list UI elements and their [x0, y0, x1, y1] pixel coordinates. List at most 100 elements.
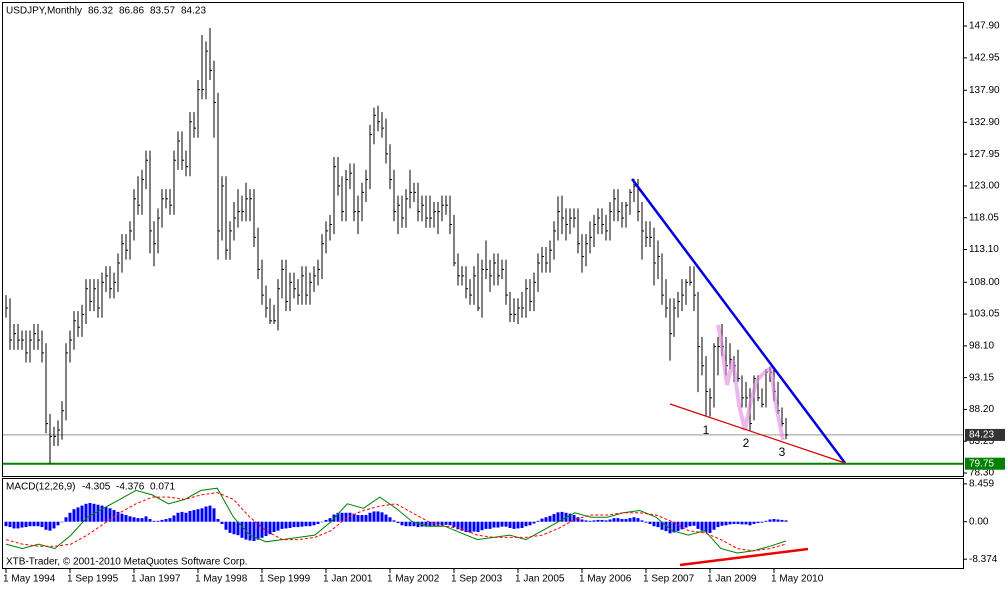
histogram-bar [144, 516, 148, 522]
histogram-bar [468, 521, 472, 533]
x-tick-label: 1 May 2006 [579, 574, 632, 585]
histogram-bar [172, 515, 176, 522]
histogram-bar [776, 519, 780, 522]
histogram-bar [80, 505, 84, 522]
histogram-bar [216, 519, 220, 522]
histogram-bar [700, 521, 704, 531]
price-box-label: 79.75 [969, 458, 994, 469]
histogram-bar [528, 521, 532, 526]
histogram-bar [756, 521, 760, 524]
histogram-bar [652, 521, 656, 527]
indicator-panel [2, 478, 964, 569]
histogram-bar [44, 521, 48, 530]
x-tick-label: 1 Jan 2005 [515, 574, 565, 585]
histogram-bar [88, 502, 92, 522]
histogram-bar [268, 521, 272, 535]
histogram-bar [464, 521, 468, 533]
highlight [716, 324, 785, 441]
histogram-bar [296, 521, 300, 528]
trend-line [631, 178, 846, 464]
quote-value: 83.57 [150, 6, 175, 17]
histogram-bar [204, 506, 208, 522]
histogram-bar [116, 511, 120, 522]
histogram-bar [724, 521, 728, 526]
histogram-bar [292, 521, 296, 528]
histogram-bar [148, 519, 152, 522]
histogram-bar [504, 521, 508, 527]
y-tick-label: 83.25 [969, 436, 994, 447]
histogram-bar [228, 521, 232, 533]
histogram-bar [560, 511, 564, 522]
histogram-bar [728, 521, 732, 525]
histogram-bar [680, 521, 684, 530]
price-box-label: 84.23 [969, 430, 994, 441]
y-tick-label: 8.459 [969, 479, 994, 490]
histogram-bar [472, 521, 476, 532]
histogram-bar [640, 520, 644, 522]
histogram-bar [536, 520, 540, 522]
quote-value: 86.32 [88, 6, 113, 17]
histogram-bar [300, 521, 304, 527]
histogram-bar [496, 521, 500, 528]
indicator-line [5, 492, 787, 552]
histogram-bar [364, 515, 368, 522]
x-tick-label: 1 Sep 1995 [67, 574, 119, 585]
histogram-bar [56, 521, 60, 526]
histogram-bar [28, 521, 32, 527]
histogram-bar [760, 521, 764, 523]
histogram-bar [732, 521, 736, 524]
histogram-bar [72, 509, 76, 522]
y-tick-label: 137.90 [969, 85, 1000, 96]
histogram-bar [556, 512, 560, 522]
histogram-bar [392, 520, 396, 522]
histogram-bar [416, 521, 420, 528]
histogram-bar [460, 521, 464, 531]
histogram-bar [624, 519, 628, 522]
x-tick-label: 1 May 1994 [3, 574, 56, 585]
histogram-bar [260, 521, 264, 538]
histogram-bar [456, 521, 460, 530]
y-tick-label: 103.05 [969, 309, 1000, 320]
histogram-bar [532, 521, 536, 524]
histogram-bar [492, 521, 496, 528]
histogram-bar [576, 517, 580, 522]
x-tick-label: 1 May 2002 [387, 574, 440, 585]
y-tick-label: 0.00 [969, 516, 989, 527]
histogram-bar [580, 519, 584, 522]
histogram-bar [408, 521, 412, 527]
histogram-bar [428, 521, 432, 527]
histogram-bar [256, 521, 260, 540]
histogram-bar [152, 520, 156, 522]
histogram-bar [220, 521, 224, 524]
y-tick-label: 132.90 [969, 117, 1000, 128]
histogram-bar [76, 507, 80, 522]
histogram-bar [588, 520, 592, 522]
y-tick-label: 108.00 [969, 277, 1000, 288]
histogram-bar [648, 521, 652, 524]
histogram-bar [344, 512, 348, 522]
histogram-bar [164, 519, 168, 522]
price-box [965, 428, 1005, 441]
histogram-bar [64, 517, 68, 522]
histogram-bar [592, 520, 596, 522]
histogram-bar [352, 513, 356, 522]
histogram-bar [104, 506, 108, 522]
histogram-bar [520, 521, 524, 528]
x-tick-label: 1 Sep 2003 [451, 574, 503, 585]
histogram-bar [664, 521, 668, 532]
y-tick-label: 113.10 [969, 244, 999, 255]
histogram-bar [448, 521, 452, 526]
histogram-bar [224, 521, 228, 530]
histogram-bar [608, 519, 612, 522]
histogram-bar [252, 521, 256, 541]
histogram-bar [156, 520, 160, 522]
histogram-bar [452, 521, 456, 528]
histogram-bar [424, 521, 428, 527]
histogram-bar [248, 521, 252, 541]
indicator-value: -4.305 [82, 482, 111, 493]
histogram-bar [708, 521, 712, 533]
histogram-bar [316, 521, 320, 524]
histogram-bar [748, 521, 752, 526]
histogram-bar [232, 521, 236, 535]
